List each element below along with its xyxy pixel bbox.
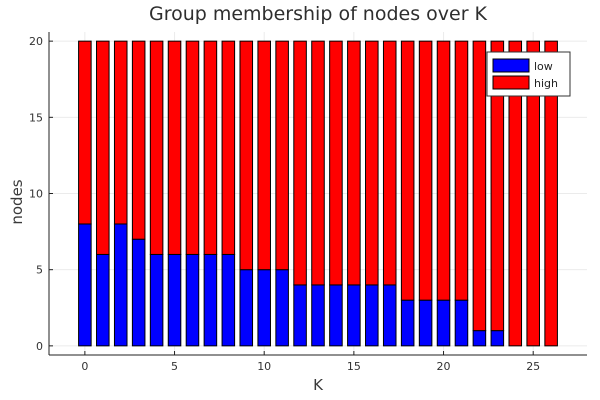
x-tick-label: 15 xyxy=(347,360,361,373)
chart-title: Group membership of nodes over K xyxy=(149,3,488,25)
bar-high xyxy=(508,40,523,347)
bar-low xyxy=(490,330,505,347)
x-tick-label: 25 xyxy=(526,360,540,373)
bar-high xyxy=(221,40,236,255)
bar-high xyxy=(400,40,415,301)
y-axis-label: nodes xyxy=(8,179,26,224)
bar-high xyxy=(490,40,505,332)
bar-high xyxy=(257,40,271,271)
bar-high xyxy=(329,40,343,286)
bar-low xyxy=(347,284,361,347)
bar-low xyxy=(78,223,92,347)
legend-label-high: high xyxy=(534,77,558,90)
x-tick-label: 10 xyxy=(257,360,271,373)
bar-low xyxy=(203,253,218,347)
y-tick-label: 5 xyxy=(36,264,43,277)
bar-high xyxy=(436,40,451,301)
bar-low xyxy=(185,253,200,347)
bar-high xyxy=(185,40,200,255)
bar-high xyxy=(347,40,361,286)
y-tick-label: 0 xyxy=(36,340,43,353)
bar-low xyxy=(382,284,397,347)
bar-low xyxy=(167,253,182,347)
bar-low xyxy=(365,284,379,347)
bar-low xyxy=(472,330,487,347)
bar-high xyxy=(544,40,558,347)
legend-swatch-high xyxy=(492,75,530,90)
bar-high xyxy=(418,40,433,301)
x-tick-label: 20 xyxy=(437,360,451,373)
legend-label-low: low xyxy=(534,60,553,73)
bar-low xyxy=(418,299,433,347)
bar-high xyxy=(149,40,164,255)
bars xyxy=(78,40,558,347)
tick-labels: 0 5 10 15 20 25 0 5 10 15 20 xyxy=(29,35,540,373)
y-tick-label: 20 xyxy=(29,35,43,48)
bar-low xyxy=(96,253,110,347)
bar-low xyxy=(275,269,289,347)
bar-high xyxy=(113,40,128,225)
bar-high xyxy=(293,40,307,286)
bar-low xyxy=(311,284,325,347)
y-tick-label: 10 xyxy=(29,188,43,201)
bar-high xyxy=(311,40,325,286)
bar-low xyxy=(131,238,146,347)
bar-high xyxy=(365,40,379,286)
bar-low xyxy=(329,284,343,347)
bar-high xyxy=(131,40,146,240)
legend: low high xyxy=(486,51,571,97)
bar-low xyxy=(113,223,128,347)
bar-low xyxy=(257,269,271,347)
bar-high xyxy=(454,40,469,301)
bar-high xyxy=(239,40,254,271)
bar-high xyxy=(472,40,487,332)
bar-low xyxy=(149,253,164,347)
bar-high xyxy=(78,40,92,225)
legend-swatch-low xyxy=(492,58,530,73)
bar-low xyxy=(221,253,236,347)
bar-high xyxy=(526,40,540,347)
bar-high xyxy=(382,40,397,286)
bar-low xyxy=(293,284,307,347)
bar-high xyxy=(275,40,289,271)
x-tick-label: 5 xyxy=(171,360,178,373)
bar-low xyxy=(436,299,451,347)
bar-high xyxy=(203,40,218,255)
x-axis-label: K xyxy=(313,376,324,394)
bar-low xyxy=(454,299,469,347)
bar-high xyxy=(167,40,182,255)
bar-high xyxy=(96,40,110,255)
axes xyxy=(48,32,587,356)
bar-low xyxy=(239,269,254,347)
x-tick-label: 0 xyxy=(81,360,88,373)
bar-low xyxy=(400,299,415,347)
y-tick-label: 15 xyxy=(29,111,43,124)
